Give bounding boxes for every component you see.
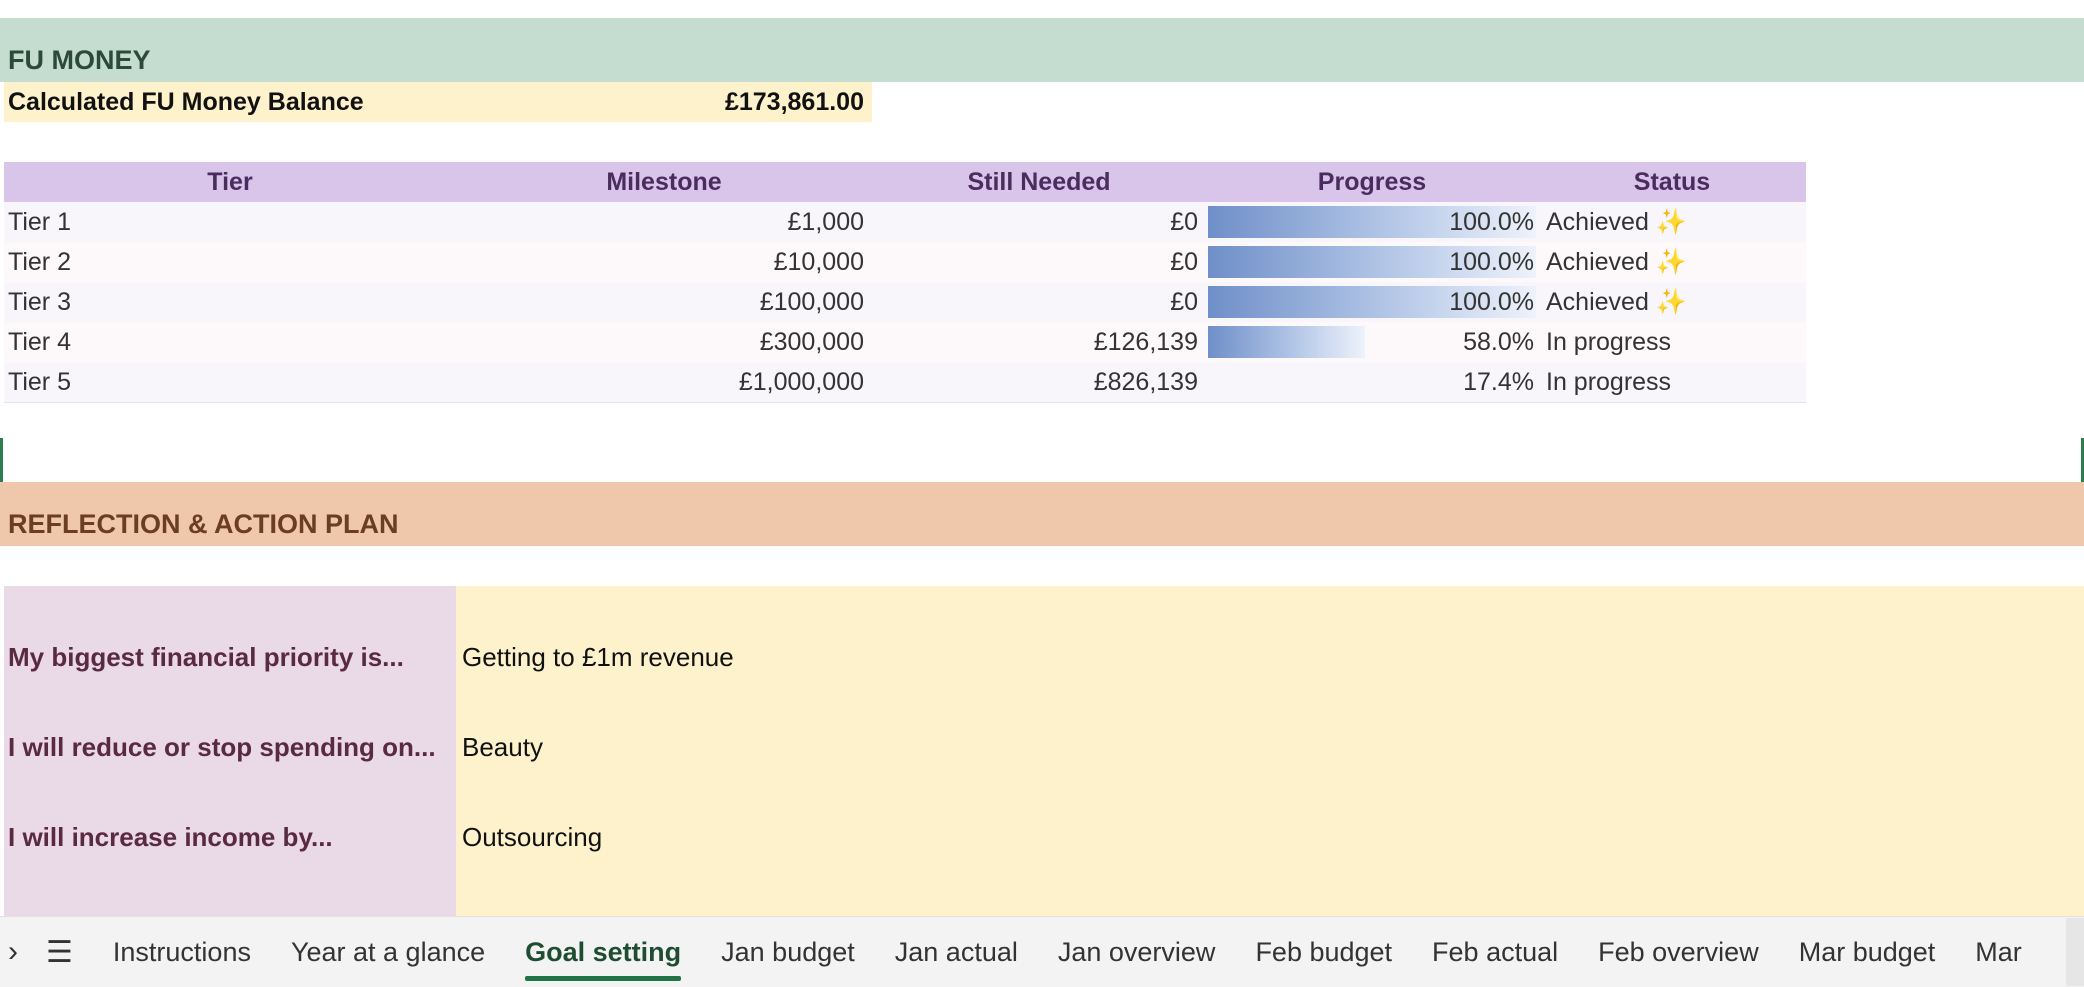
status-cell[interactable]: Achieved ✨: [1546, 207, 1687, 236]
progress-value: 100.0%: [1449, 248, 1534, 276]
reflection-answer[interactable]: Beauty: [462, 731, 543, 762]
fu-money-header-text: FU MONEY: [8, 45, 151, 75]
table-row: Tier 2 £10,000 £0 100.0% Achieved ✨: [4, 242, 1806, 283]
row-divider-marker-left: [0, 438, 3, 482]
status-cell[interactable]: Achieved ✨: [1546, 287, 1687, 316]
table-row: Tier 1 £1,000 £0 100.0% Achieved ✨: [4, 202, 1806, 243]
answer-column-fill: [456, 586, 2084, 916]
reflection-prompt[interactable]: I will increase income by...: [8, 821, 333, 852]
tier-cell[interactable]: Tier 5: [8, 367, 71, 396]
tab-mar-partial[interactable]: Mar: [1975, 936, 2022, 967]
milestone-cell[interactable]: £10,000: [773, 247, 864, 276]
progress-value: 58.0%: [1463, 328, 1534, 356]
tier-table-header: Tier Milestone Still Needed Progress Sta…: [4, 162, 1806, 202]
col-header-progress[interactable]: Progress: [1317, 167, 1427, 196]
tab-jan-overview[interactable]: Jan overview: [1057, 936, 1216, 967]
progress-bar: [1208, 286, 1536, 318]
tab-bar-right-edge: [2066, 918, 2084, 986]
tab-year-at-a-glance[interactable]: Year at a glance: [290, 936, 486, 967]
status-cell[interactable]: In progress: [1546, 367, 1672, 396]
still-needed-cell[interactable]: £0: [1170, 287, 1198, 316]
reflection-row: I will reduce or stop spending on... Bea…: [4, 702, 1656, 792]
progress-cell[interactable]: 17.4%: [1206, 365, 1538, 399]
row-divider-marker-right: [2081, 438, 2084, 482]
col-header-still-needed[interactable]: Still Needed: [967, 167, 1111, 196]
tab-feb-budget[interactable]: Feb budget: [1255, 936, 1393, 967]
tier-cell[interactable]: Tier 3: [8, 287, 71, 316]
progress-cell[interactable]: 58.0%: [1206, 325, 1538, 359]
col-header-status[interactable]: Status: [1633, 167, 1711, 196]
table-row: Tier 3 £100,000 £0 100.0% Achieved ✨: [4, 282, 1806, 323]
tab-goal-setting[interactable]: Goal setting: [505, 917, 701, 987]
reflection-answer[interactable]: Getting to £1m revenue: [462, 641, 734, 672]
fu-balance-label[interactable]: Calculated FU Money Balance: [8, 87, 364, 116]
reflection-row: I will increase income by... Outsourcing: [4, 792, 1656, 882]
milestone-cell[interactable]: £100,000: [759, 287, 864, 316]
tier-cell[interactable]: Tier 1: [8, 207, 71, 236]
still-needed-cell[interactable]: £826,139: [1093, 367, 1198, 396]
milestone-cell[interactable]: £1,000: [787, 207, 864, 236]
reflection-header: REFLECTION & ACTION PLAN: [0, 482, 2084, 546]
tab-jan-budget[interactable]: Jan budget: [721, 936, 855, 967]
reflection-answer[interactable]: Outsourcing: [462, 821, 603, 852]
progress-cell[interactable]: 100.0%: [1206, 285, 1538, 319]
tab-mar-budget[interactable]: Mar budget: [1798, 936, 1936, 967]
progress-cell[interactable]: 100.0%: [1206, 245, 1538, 279]
still-needed-cell[interactable]: £0: [1170, 247, 1198, 276]
status-cell[interactable]: In progress: [1546, 327, 1672, 356]
milestone-cell[interactable]: £1,000,000: [738, 367, 864, 396]
tab-feb-actual[interactable]: Feb actual: [1432, 936, 1559, 967]
progress-cell[interactable]: 100.0%: [1206, 205, 1538, 239]
tab-instructions[interactable]: Instructions: [112, 936, 251, 967]
still-needed-cell[interactable]: £126,139: [1093, 327, 1198, 356]
progress-bar: [1208, 326, 1366, 358]
progress-bar: [1208, 246, 1536, 278]
tier-cell[interactable]: Tier 2: [8, 247, 71, 276]
reflection-header-text: REFLECTION & ACTION PLAN: [8, 509, 399, 539]
tier-cell[interactable]: Tier 4: [8, 327, 71, 356]
reflection-prompt[interactable]: My biggest financial priority is...: [8, 641, 404, 672]
all-sheets-menu-icon[interactable]: ☰: [46, 935, 73, 969]
col-header-tier[interactable]: Tier: [207, 167, 253, 196]
fu-balance-row: Calculated FU Money Balance £173,861.00: [4, 82, 872, 122]
still-needed-cell[interactable]: £0: [1170, 207, 1198, 236]
scroll-tabs-right-icon[interactable]: ›: [8, 935, 18, 968]
reflection-prompt[interactable]: I will reduce or stop spending on...: [8, 731, 436, 762]
progress-value: 100.0%: [1449, 288, 1534, 316]
progress-value: 17.4%: [1463, 368, 1534, 396]
tab-jan-actual[interactable]: Jan actual: [894, 936, 1018, 967]
tab-feb-overview[interactable]: Feb overview: [1598, 936, 1759, 967]
reflection-row: My biggest financial priority is... Gett…: [4, 612, 1656, 702]
prompt-column-fill: [4, 586, 456, 916]
col-header-milestone[interactable]: Milestone: [606, 167, 722, 196]
sheet-tab-bar: › ☰ Instructions Year at a glance Goal s…: [0, 916, 2084, 987]
fu-money-header: FU MONEY: [0, 18, 2084, 82]
table-row: Tier 4 £300,000 £126,139 58.0% In progre…: [4, 322, 1806, 363]
fu-balance-value[interactable]: £173,861.00: [724, 87, 864, 116]
progress-value: 100.0%: [1449, 208, 1534, 236]
milestone-cell[interactable]: £300,000: [759, 327, 864, 356]
table-row: Tier 5 £1,000,000 £826,139 17.4% In prog…: [4, 362, 1806, 403]
status-cell[interactable]: Achieved ✨: [1546, 247, 1687, 276]
progress-bar: [1208, 206, 1536, 238]
